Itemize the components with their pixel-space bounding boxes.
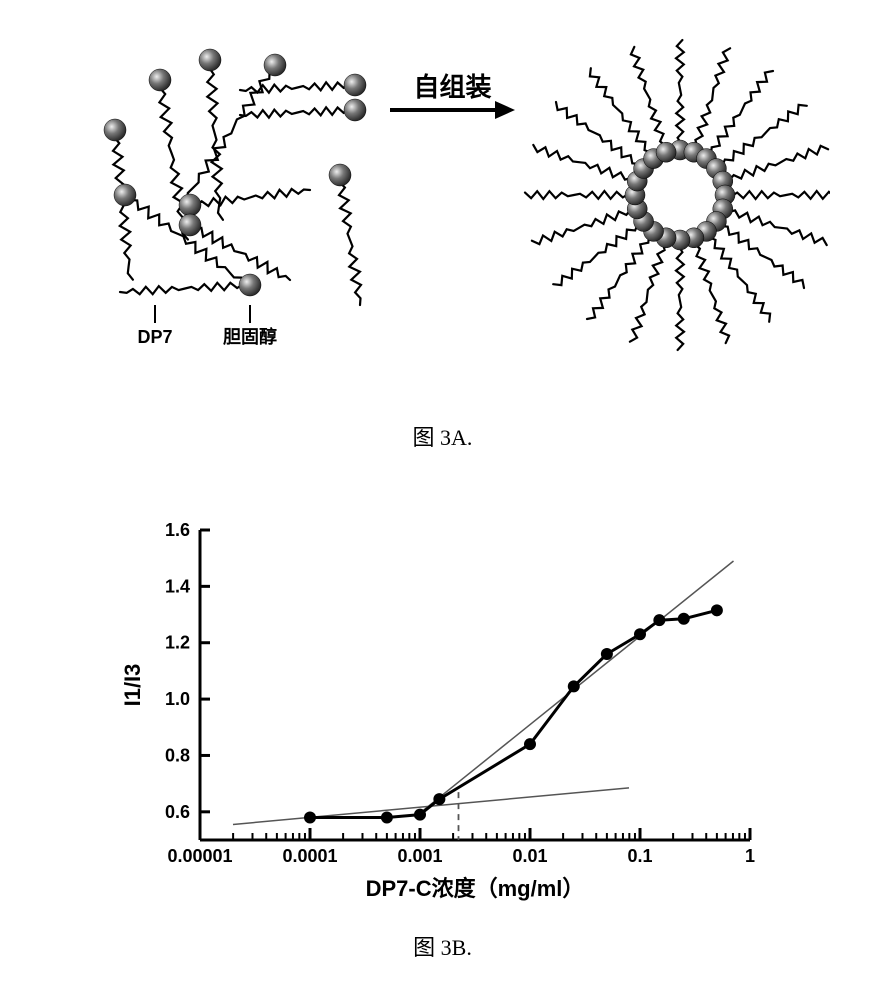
svg-text:0.01: 0.01 bbox=[512, 846, 547, 866]
svg-text:胆固醇: 胆固醇 bbox=[222, 326, 277, 347]
caption-3b: 图 3B. bbox=[0, 930, 885, 962]
svg-text:DP7: DP7 bbox=[137, 327, 172, 347]
panel-b-chart: 0.6 0.8 1.0 1.2 1.4 1.6 0.00001 0.0001 0.001 0.01… bbox=[110, 510, 770, 910]
svg-text:1: 1 bbox=[745, 846, 755, 866]
svg-text:I1/I3: I1/I3 bbox=[120, 664, 145, 707]
svg-text:0.00001: 0.00001 bbox=[167, 846, 232, 866]
svg-text:0.1: 0.1 bbox=[627, 846, 652, 866]
svg-text:DP7-C浓度（mg/ml）: DP7-C浓度（mg/ml） bbox=[366, 876, 585, 901]
svg-text:1.6: 1.6 bbox=[165, 520, 190, 540]
svg-text:1.4: 1.4 bbox=[165, 576, 190, 596]
svg-text:0.8: 0.8 bbox=[165, 745, 190, 765]
svg-text:0.6: 0.6 bbox=[165, 802, 190, 822]
caption-3a: 图 3A. bbox=[0, 420, 885, 452]
panel-a-diagram: DP7 胆固醇 自组装 bbox=[60, 30, 830, 370]
svg-text:1.2: 1.2 bbox=[165, 633, 190, 653]
svg-text:0.0001: 0.0001 bbox=[282, 846, 337, 866]
svg-text:1.0: 1.0 bbox=[165, 689, 190, 709]
svg-text:自组装: 自组装 bbox=[413, 72, 491, 102]
svg-text:0.001: 0.001 bbox=[397, 846, 442, 866]
